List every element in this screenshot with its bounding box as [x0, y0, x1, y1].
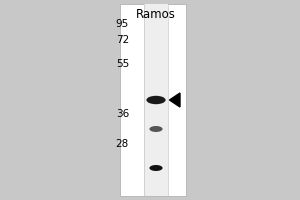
Polygon shape — [169, 93, 180, 107]
Ellipse shape — [149, 165, 163, 171]
Text: Ramos: Ramos — [136, 8, 176, 21]
Ellipse shape — [146, 96, 166, 104]
Bar — [144, 4, 168, 196]
Ellipse shape — [149, 126, 163, 132]
Bar — [120, 4, 186, 196]
Text: 55: 55 — [116, 59, 129, 69]
Text: 95: 95 — [116, 19, 129, 29]
Text: 28: 28 — [116, 139, 129, 149]
Text: 72: 72 — [116, 35, 129, 45]
Text: 36: 36 — [116, 109, 129, 119]
